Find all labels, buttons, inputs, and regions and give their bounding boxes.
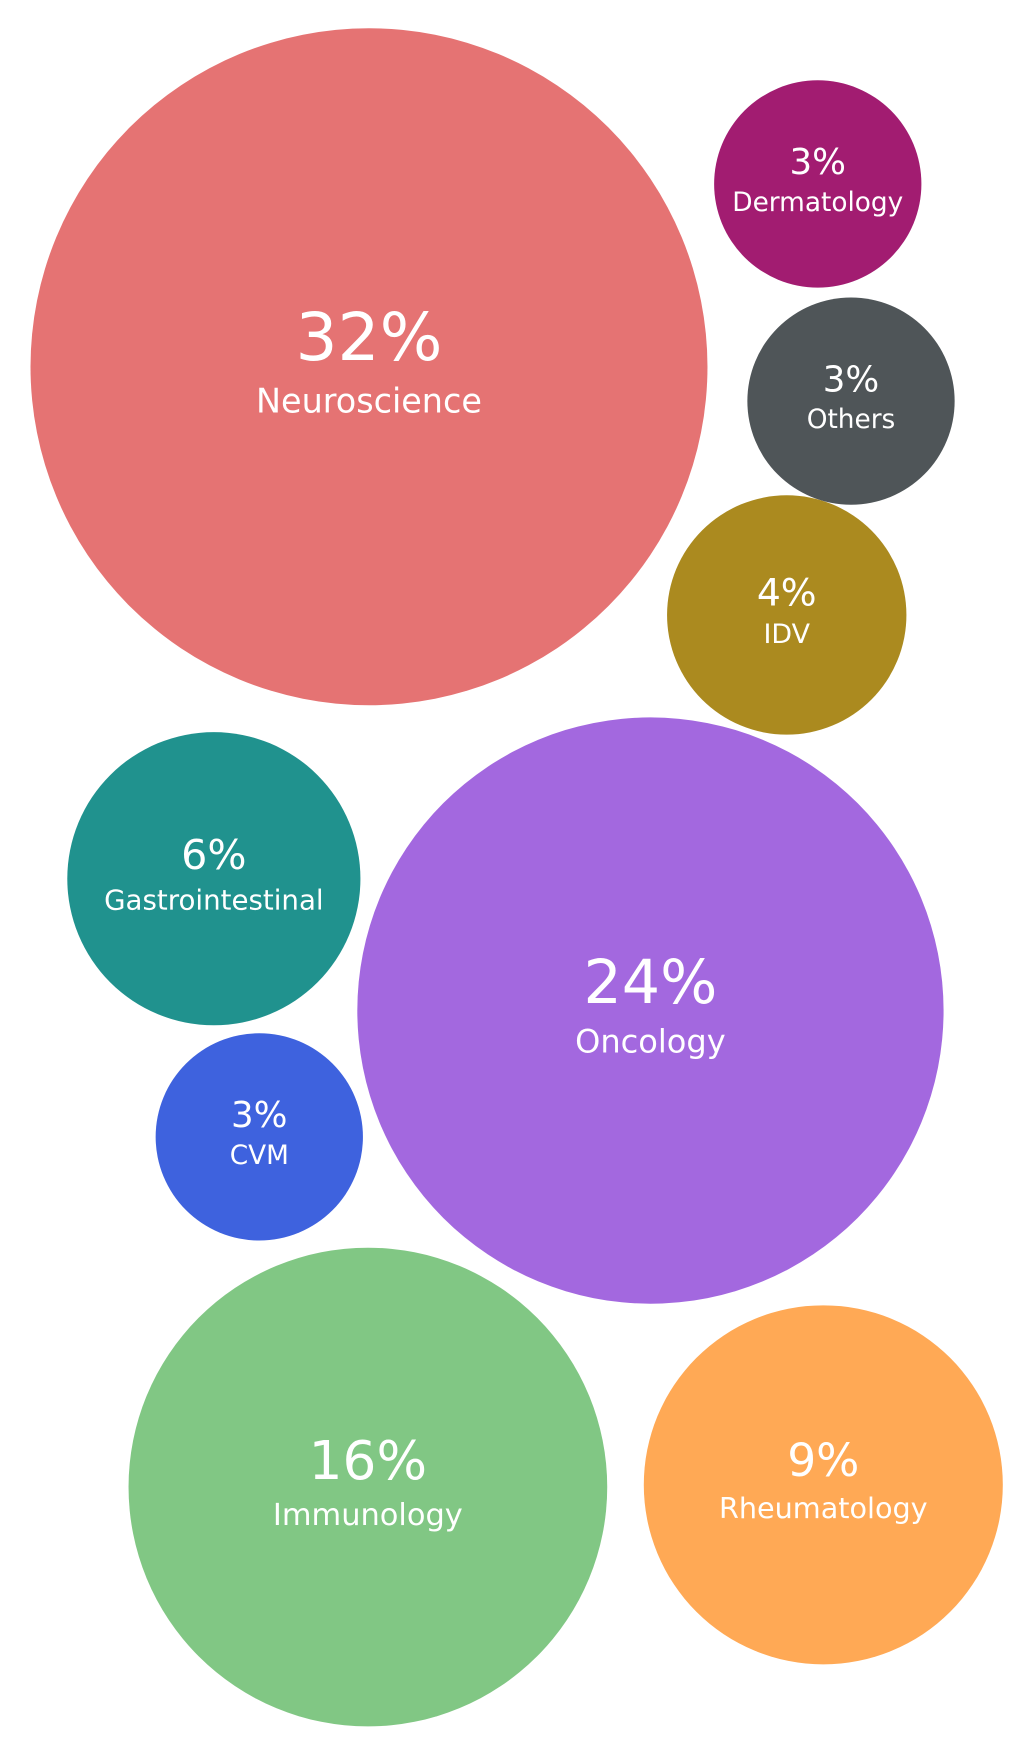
bubble-category-label: Others <box>807 405 896 435</box>
bubble-value-label: 24% <box>583 948 717 1018</box>
bubble <box>67 732 361 1026</box>
bubble-value-label: 3% <box>789 142 846 183</box>
bubble <box>714 80 922 288</box>
bubble <box>357 717 944 1304</box>
bubble-category-label: Neuroscience <box>256 382 482 421</box>
bubble-category-label: Immunology <box>273 1498 463 1533</box>
bubble-category-label: Gastrointestinal <box>104 883 323 916</box>
bubble-value-label: 4% <box>757 570 817 614</box>
bubble-value-label: 9% <box>787 1434 859 1487</box>
bubble-value-label: 16% <box>309 1430 427 1492</box>
bubble <box>128 1247 608 1727</box>
bubble <box>155 1033 363 1241</box>
bubble-value-label: 6% <box>181 831 246 879</box>
bubble-category-label: IDV <box>763 619 810 650</box>
bubble-value-label: 32% <box>295 299 442 376</box>
bubble-category-label: Oncology <box>575 1023 726 1061</box>
bubble-category-label: Rheumatology <box>719 1491 928 1525</box>
bubble-value-label: 3% <box>231 1095 288 1136</box>
bubble-category-label: CVM <box>230 1141 289 1171</box>
bubble-value-label: 3% <box>823 359 880 400</box>
bubble <box>667 495 907 735</box>
bubble <box>30 28 708 706</box>
bubble-category-label: Dermatology <box>732 188 903 218</box>
bubble <box>643 1305 1003 1665</box>
bubble <box>747 297 955 505</box>
